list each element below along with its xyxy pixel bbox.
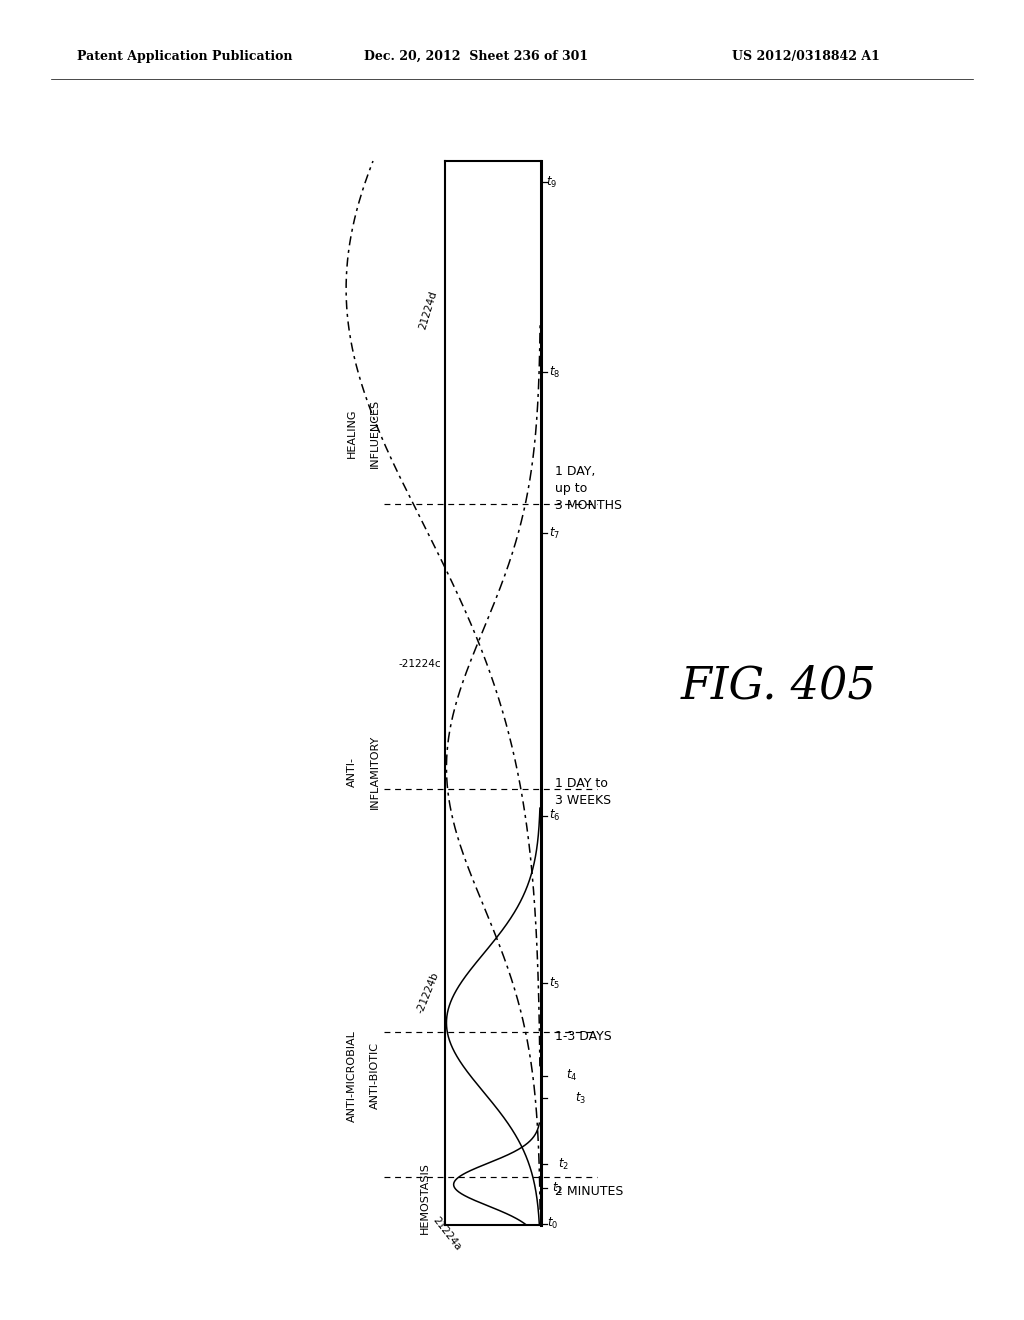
Text: $t_1$: $t_1$ [552,1180,563,1196]
Text: 21224a: 21224a [430,1216,463,1253]
Text: Dec. 20, 2012  Sheet 236 of 301: Dec. 20, 2012 Sheet 236 of 301 [364,50,588,63]
Text: $t_0$: $t_0$ [547,1216,558,1232]
Text: 2 MINUTES: 2 MINUTES [555,1185,624,1199]
Text: ANTI-: ANTI- [347,758,357,787]
Text: -21224c: -21224c [398,659,441,669]
Text: $t_8$: $t_8$ [549,364,560,380]
Text: ANTI-MICROBIAL: ANTI-MICROBIAL [347,1030,357,1122]
Text: $t_6$: $t_6$ [549,808,560,824]
Text: 1 DAY,
up to
3 MONTHS: 1 DAY, up to 3 MONTHS [555,465,622,512]
Text: INFLUENCES: INFLUENCES [370,399,380,467]
Text: 21224d: 21224d [418,289,438,331]
Text: $t_3$: $t_3$ [575,1090,587,1106]
Text: $t_5$: $t_5$ [549,975,560,991]
Text: 1 DAY to
3 WEEKS: 1 DAY to 3 WEEKS [555,777,611,807]
Text: HEMOSTASIS: HEMOSTASIS [420,1163,430,1234]
Text: $t_9$: $t_9$ [546,174,557,190]
Text: $t_2$: $t_2$ [558,1156,569,1172]
Text: 1-3 DAYS: 1-3 DAYS [555,1030,611,1043]
Text: Patent Application Publication: Patent Application Publication [77,50,292,63]
Text: $t_7$: $t_7$ [549,525,560,541]
Text: INFLAMITORY: INFLAMITORY [370,735,380,809]
Text: FIG. 405: FIG. 405 [680,665,877,708]
Text: US 2012/0318842 A1: US 2012/0318842 A1 [732,50,880,63]
Text: -21224b: -21224b [416,970,440,1015]
Text: HEALING: HEALING [347,408,357,458]
Text: $t_4$: $t_4$ [566,1068,578,1084]
Text: ANTI-BIOTIC: ANTI-BIOTIC [370,1043,380,1109]
